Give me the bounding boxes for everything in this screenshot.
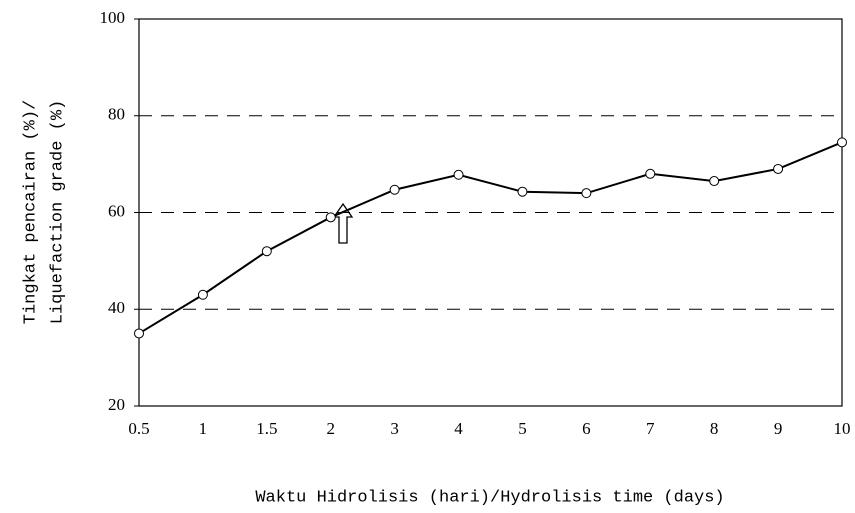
x-tick-label: 9 xyxy=(774,419,783,438)
x-tick-label: 1.5 xyxy=(256,419,277,438)
x-axis-label: Waktu Hidrolisis (hari)/Hydrolisis time … xyxy=(255,488,724,507)
x-tick-label: 3 xyxy=(390,419,399,438)
point xyxy=(837,137,847,148)
point xyxy=(709,176,720,187)
line xyxy=(138,141,843,335)
point xyxy=(197,289,208,300)
x-tick-label: 6 xyxy=(582,419,591,438)
y-axis-label: Tingkat pencairan (%)/ Liquefaction grad… xyxy=(21,100,67,324)
x-tick-label: 1 xyxy=(199,419,208,438)
x-tick-label: 4 xyxy=(454,419,463,438)
y-axis-label-line: Tingkat pencairan (%)/ xyxy=(21,100,40,324)
y-tick-label: 60 xyxy=(108,201,125,220)
x-tick-label: 2 xyxy=(326,419,335,438)
point xyxy=(773,163,784,174)
x-tick-label: 5 xyxy=(518,419,527,438)
point xyxy=(134,328,144,339)
point xyxy=(645,168,656,179)
y-tick-label: 100 xyxy=(100,8,126,27)
x-tick-label: 8 xyxy=(710,419,719,438)
x-tick-label: 7 xyxy=(646,419,655,438)
point xyxy=(389,184,400,195)
x-tick-label: 10 xyxy=(834,419,851,438)
point xyxy=(517,186,528,197)
point xyxy=(325,212,336,223)
point xyxy=(453,169,464,180)
y-tick-label: 80 xyxy=(108,105,125,124)
y-tick-label: 20 xyxy=(108,395,125,414)
point xyxy=(261,246,272,257)
x-tick-label: 0.5 xyxy=(128,419,149,438)
point xyxy=(581,188,592,199)
y-axis-label-line: Liquefaction grade (%) xyxy=(48,100,67,324)
y-tick-label: 40 xyxy=(108,298,125,317)
